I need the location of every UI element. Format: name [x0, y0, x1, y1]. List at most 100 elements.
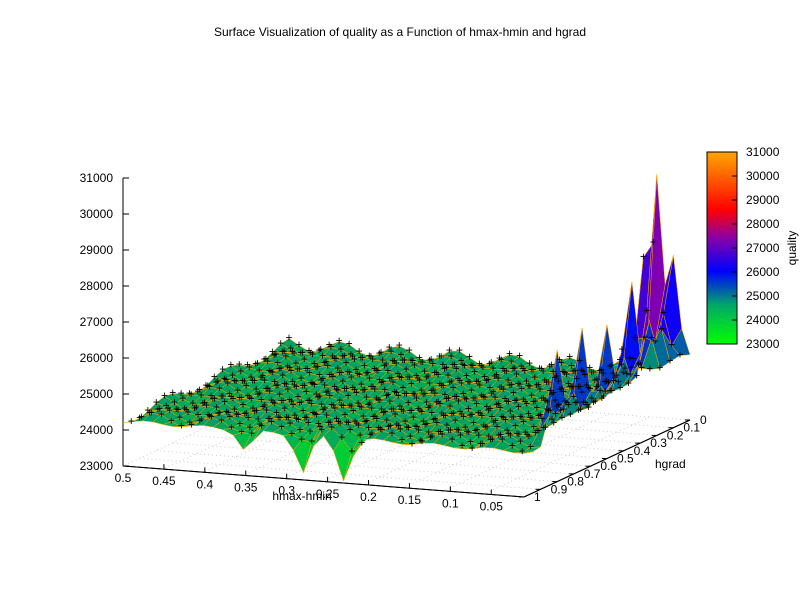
surface-point-marker: + — [286, 392, 293, 406]
surface-point-marker: + — [206, 408, 213, 422]
surface-point-marker: + — [313, 387, 320, 401]
surface-point-marker: + — [316, 368, 323, 382]
surface-point-marker: + — [379, 375, 386, 389]
z-tick-label: 27000 — [80, 315, 114, 329]
surface-point-marker: + — [198, 412, 205, 426]
surface-point-marker: + — [424, 369, 431, 383]
surface-point-marker: + — [515, 376, 522, 390]
surface-point-marker: + — [477, 437, 484, 451]
surface-point-marker: + — [521, 364, 528, 378]
surface-point-marker: + — [506, 347, 513, 361]
surface-point-marker: + — [378, 423, 385, 437]
surface-point-marker: + — [393, 417, 400, 431]
surface-point-marker: + — [607, 384, 614, 398]
surface-point-marker: + — [514, 427, 521, 441]
surface-point-marker: + — [549, 412, 556, 426]
surface-point-marker: + — [405, 395, 412, 409]
surface-point-marker: + — [502, 391, 509, 405]
surface-point-marker: + — [446, 343, 453, 357]
surface-point-marker: + — [476, 378, 483, 392]
surface-point-marker: + — [438, 378, 445, 392]
surface-point-marker: + — [336, 334, 343, 348]
surface-point-marker: + — [251, 373, 258, 387]
surface-point-marker: + — [144, 403, 151, 417]
surface-point-marker: + — [371, 382, 378, 396]
surface-point-marker: + — [331, 379, 338, 393]
surface-point-marker: + — [253, 404, 260, 418]
surface-point-marker: + — [178, 419, 185, 433]
surface-point-marker: + — [271, 396, 278, 410]
surface-point-marker: + — [576, 354, 583, 368]
floor-gridline-hmax — [443, 413, 611, 492]
surface-point-marker: + — [450, 380, 457, 394]
surface-point-marker: + — [603, 374, 610, 388]
surface-point-marker: + — [357, 350, 364, 364]
surface-point-marker: + — [483, 373, 490, 387]
surface-point-marker: + — [368, 380, 375, 394]
surface-point-marker: + — [209, 392, 216, 406]
surface-point-marker: + — [183, 402, 190, 416]
surface-point-marker: + — [273, 378, 280, 392]
surface-point-marker: + — [368, 426, 375, 440]
surface-point-marker: + — [308, 434, 315, 448]
surface-point-marker: + — [500, 382, 507, 396]
surface-point-marker: + — [329, 370, 336, 384]
surface-point-marker: + — [286, 416, 293, 430]
surface-point-marker: + — [498, 352, 505, 366]
surface-point-marker: + — [449, 358, 456, 372]
surface-point-marker: + — [598, 362, 605, 376]
surface-point-marker: + — [636, 356, 643, 370]
surface-point-marker: + — [196, 383, 203, 397]
surface-point-marker: + — [437, 425, 444, 439]
surface-point-marker: + — [198, 388, 205, 402]
surface-point-marker: + — [296, 362, 303, 376]
surface-point-marker: + — [215, 406, 222, 420]
surface-point-marker: + — [414, 371, 421, 385]
surface-point-marker: + — [602, 384, 609, 398]
surface-point-marker: + — [439, 358, 446, 372]
surface-point-marker: + — [433, 365, 440, 379]
surface-point-marker: + — [600, 366, 607, 380]
surface-point-marker: + — [425, 425, 432, 439]
x-axis-line — [122, 465, 525, 498]
surface-point-marker: + — [416, 403, 423, 417]
surface-point-marker: + — [353, 416, 360, 430]
surface-point-marker: + — [269, 344, 276, 358]
surface-point-marker: + — [339, 374, 346, 388]
surface-point-marker: + — [283, 377, 290, 391]
y-tick-label: 0.4 — [634, 444, 651, 458]
surface-point-marker: + — [495, 371, 502, 385]
surface-point-marker: + — [423, 395, 430, 409]
surface-point-marker: + — [254, 356, 261, 370]
surface-point-marker: + — [623, 367, 630, 381]
surface-point-marker: + — [448, 349, 455, 363]
surface-point-marker: + — [411, 387, 418, 401]
surface-point-marker: + — [439, 427, 446, 441]
surface-point-marker: + — [381, 383, 388, 397]
surface-point-marker: + — [173, 402, 180, 416]
surface-point-marker: + — [577, 402, 584, 416]
surface-point-marker: + — [605, 375, 612, 389]
surface-point-marker: + — [443, 392, 450, 406]
surface-point-marker: + — [488, 355, 495, 369]
surface-point-marker: + — [377, 345, 384, 359]
surface-point-marker: + — [565, 397, 572, 411]
surface-point-marker: + — [218, 389, 225, 403]
surface-point-marker: + — [490, 415, 497, 429]
surface-point-marker: + — [551, 371, 558, 385]
surface-point-marker: + — [266, 384, 273, 398]
x-axis-label: hmax-hmin — [272, 489, 331, 503]
surface-point-marker: + — [575, 403, 582, 417]
surface-point-marker: + — [402, 414, 409, 428]
surface-point-marker: + — [364, 366, 371, 380]
surface-point-marker: + — [264, 354, 271, 368]
surface-point-marker: + — [164, 401, 171, 415]
surface-point-marker: + — [376, 372, 383, 386]
surface-point-marker: + — [540, 420, 547, 434]
surface-point-marker: + — [398, 371, 405, 385]
surface-point-marker: + — [406, 370, 413, 384]
surface-point-marker: + — [278, 420, 285, 434]
surface-point-marker: + — [233, 407, 240, 421]
surface-point-marker: + — [169, 386, 176, 400]
surface-point-marker: + — [399, 353, 406, 367]
